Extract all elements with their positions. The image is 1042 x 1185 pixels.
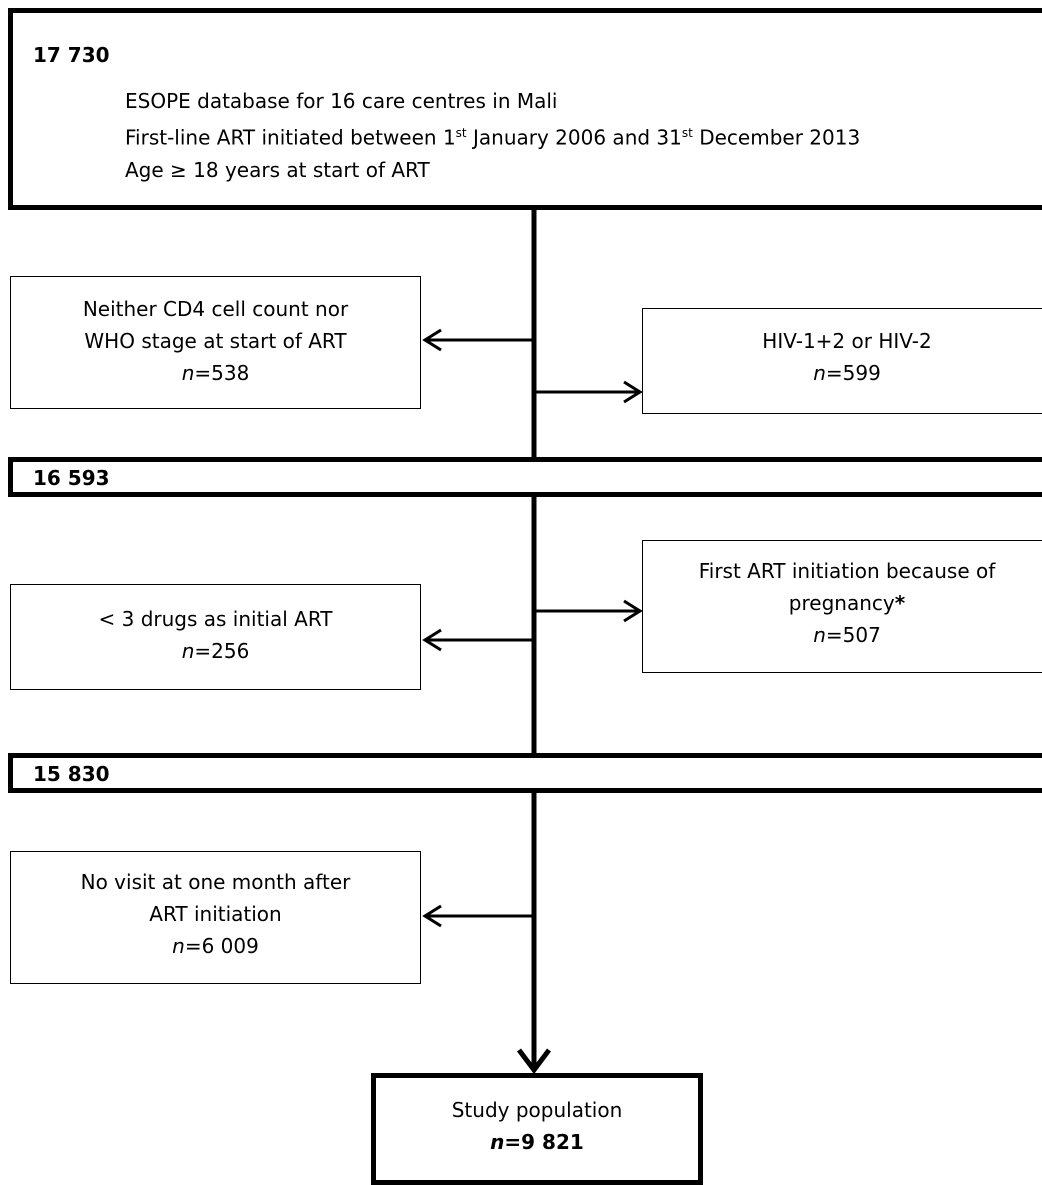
study-population-label: Study population bbox=[451, 1098, 623, 1122]
cohort-step-2-box: 16 593 bbox=[8, 457, 1042, 497]
study-population-count: n=9 821 bbox=[490, 1130, 584, 1154]
exclusion-1-count: n=538 bbox=[181, 361, 250, 385]
initial-count: 17 730 bbox=[33, 43, 110, 67]
exclusion-5-line-2: ART initiation bbox=[149, 902, 282, 926]
exclusion-3-count: n=256 bbox=[181, 639, 250, 663]
study-population-box: Study population n=9 821 bbox=[371, 1073, 703, 1185]
exclusion-4-count: n=507 bbox=[813, 623, 881, 647]
arrowhead-left-3 bbox=[422, 628, 442, 652]
exclusion-5-line-1: No visit at one month after bbox=[80, 870, 351, 894]
exclusion-box-hiv2: HIV-1+2 or HIV-2 n=599 bbox=[642, 308, 1042, 414]
initial-cohort-box: 17 730 ESOPE database for 16 care centre… bbox=[8, 8, 1042, 210]
exclusion-box-missing-cd4-who: Neither CD4 cell count nor WHO stage at … bbox=[10, 276, 421, 409]
arrowhead-left-5 bbox=[422, 904, 442, 928]
exclusion-box-no-visit: No visit at one month after ART initiati… bbox=[10, 851, 421, 984]
exclusion-4-line-1: First ART initiation because of bbox=[698, 559, 996, 583]
arrowhead-down-final bbox=[517, 1048, 551, 1075]
step-2-count: 16 593 bbox=[33, 466, 110, 490]
exclusion-3-line-1: < 3 drugs as initial ART bbox=[98, 607, 333, 631]
exclusion-2-line-1: HIV-1+2 or HIV-2 bbox=[762, 329, 932, 353]
cohort-step-3-box: 15 830 bbox=[8, 753, 1042, 793]
arrowhead-left-1 bbox=[422, 328, 442, 352]
inclusion-criteria: ESOPE database for 16 care centres in Ma… bbox=[125, 85, 860, 186]
exclusion-4-line-2: pregnancy* bbox=[788, 591, 906, 615]
exclusion-1-line-1: Neither CD4 cell count nor bbox=[82, 297, 349, 321]
exclusion-box-fewer-than-3-drugs: < 3 drugs as initial ART n=256 bbox=[10, 584, 421, 690]
exclusion-5-count: n=6 009 bbox=[172, 934, 259, 958]
exclusion-box-pregnancy: First ART initiation because of pregnanc… bbox=[642, 540, 1042, 673]
criteria-line-3: Age ≥ 18 years at start of ART bbox=[125, 157, 430, 182]
criteria-line-2: First-line ART initiated between 1st Jan… bbox=[125, 125, 861, 150]
criteria-line-1: ESOPE database for 16 care centres in Ma… bbox=[125, 89, 558, 113]
arrowhead-right-2 bbox=[623, 380, 643, 404]
step-3-count: 15 830 bbox=[33, 762, 110, 786]
exclusion-1-line-2: WHO stage at start of ART bbox=[84, 329, 347, 353]
exclusion-2-count: n=599 bbox=[813, 361, 881, 385]
arrowhead-right-4 bbox=[623, 599, 643, 623]
